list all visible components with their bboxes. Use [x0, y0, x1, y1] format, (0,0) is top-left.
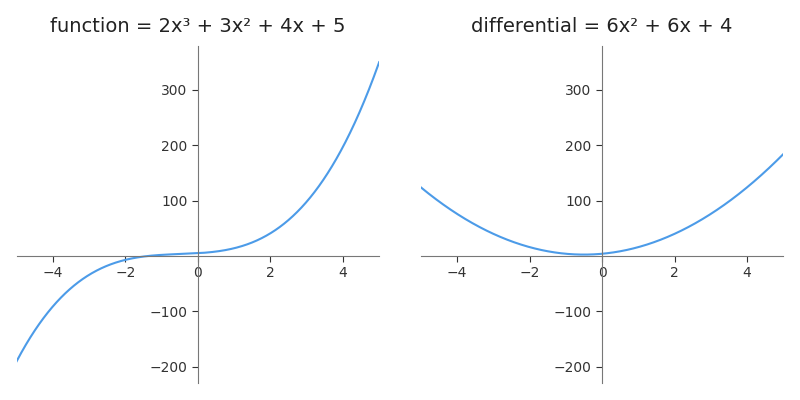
Title: function = 2x³ + 3x² + 4x + 5: function = 2x³ + 3x² + 4x + 5: [50, 17, 346, 36]
Title: differential = 6x² + 6x + 4: differential = 6x² + 6x + 4: [471, 17, 733, 36]
